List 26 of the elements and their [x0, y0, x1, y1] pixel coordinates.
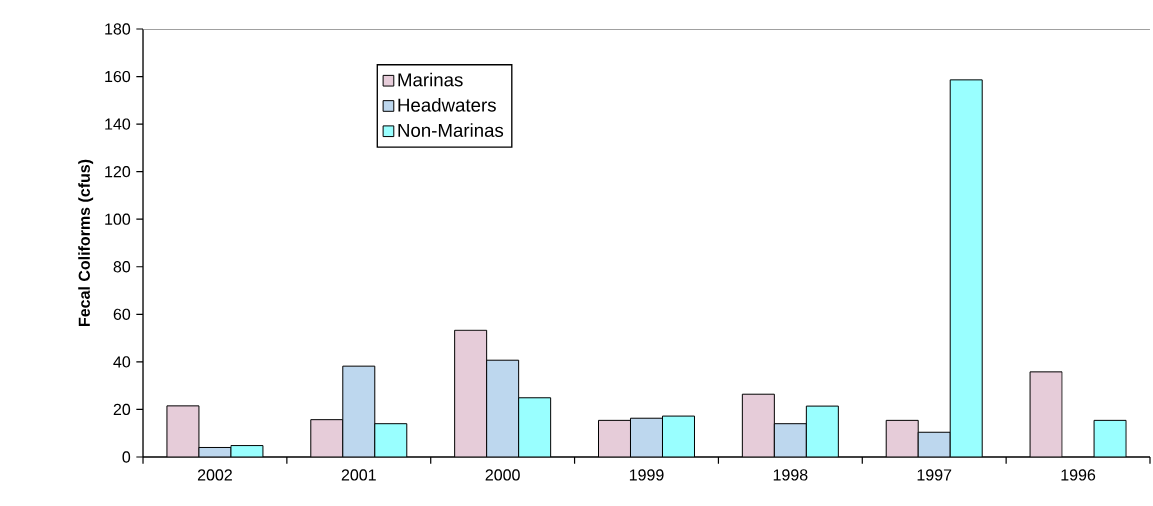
- bar: [773, 423, 807, 457]
- y-tick-label: 180: [105, 23, 131, 35]
- x-tick-label: 1997: [917, 469, 952, 481]
- x-tick-label: 1999: [629, 469, 664, 481]
- y-tick-label: 0: [122, 451, 131, 463]
- legend-label: Headwaters: [398, 98, 496, 112]
- y-tick-label: 40: [113, 356, 131, 368]
- x-tick-label: 1996: [1061, 469, 1096, 481]
- y-tick-label: 20: [113, 403, 131, 416]
- y-tick-label: 100: [105, 213, 131, 225]
- y-tick-label: 120: [105, 166, 131, 178]
- bar: [342, 365, 376, 457]
- y-tick-label: 140: [105, 118, 131, 130]
- x-tick-label: 2000: [485, 469, 520, 481]
- y-tick-label: 60: [113, 308, 131, 320]
- bar: [630, 417, 663, 457]
- bar: [486, 359, 520, 457]
- y-tick-label: 160: [105, 70, 131, 83]
- y-tick-label: 80: [113, 261, 131, 273]
- bar: [917, 431, 951, 457]
- legend-label: Marinas: [398, 72, 463, 87]
- x-tick-label: 2002: [197, 469, 232, 481]
- legend-label: Non-Marinas: [398, 123, 504, 137]
- x-tick-label: 2001: [341, 469, 376, 481]
- y-axis-title: Fecal Coliforms (cfus): [78, 159, 94, 326]
- x-tick-label: 1998: [773, 469, 808, 481]
